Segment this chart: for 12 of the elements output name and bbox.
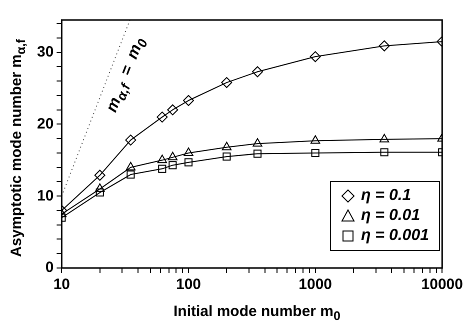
y-tick-label: 20 [36,115,54,132]
x-tick-label: 1000 [298,276,332,294]
legend-label: η = 0.1 [360,186,412,206]
y-tick-label: 0 [45,259,54,276]
legend-label: η = 0.01 [360,206,420,226]
y-tick-label: 10 [36,187,54,204]
legend-label: η = 0.001 [360,226,429,246]
y-tick-label: 30 [36,43,54,60]
x-axis-title: Initial mode number m$_{0}$ [172,303,342,323]
x-tick-label: 10 [53,276,70,294]
x-tick-label: 10000 [421,276,464,294]
x-tick-label: 100 [176,276,202,294]
